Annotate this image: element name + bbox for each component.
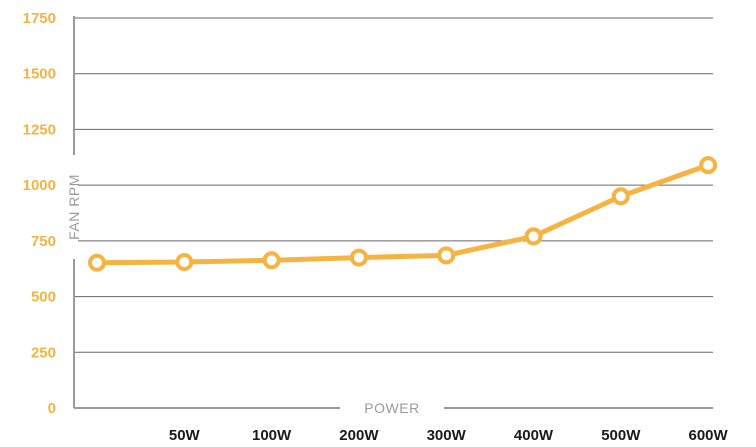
x-tick-label-100W: 100W (252, 427, 292, 444)
y-tick-label-250: 250 (31, 344, 56, 361)
data-point-4 (437, 246, 456, 265)
y-tick-label-500: 500 (31, 289, 56, 306)
y-tick-label-750: 750 (31, 233, 56, 250)
series-line-0 (94, 162, 711, 266)
x-tick-label-200W: 200W (339, 427, 379, 444)
x-tick-label-300W: 300W (427, 427, 467, 444)
y-axis-label: FAN RPM (66, 174, 82, 240)
grid-lines (74, 17, 713, 353)
data-series (88, 156, 718, 272)
data-point-1 (175, 253, 194, 272)
axes (73, 16, 713, 409)
data-point-5 (524, 227, 543, 246)
y-tick-label-1250: 1250 (23, 121, 56, 138)
x-tick-label-500W: 500W (601, 427, 641, 444)
data-point-2 (262, 251, 281, 270)
y-tick-label-1000: 1000 (23, 177, 56, 194)
y-tick-labels: 0 250 500 750 1000 1250 1500 1750 (23, 10, 56, 417)
x-axis-label-background (340, 404, 444, 412)
x-tick-label-400W: 400W (514, 427, 554, 444)
data-point-3 (349, 248, 368, 267)
data-point-7 (699, 156, 718, 175)
data-point-6 (611, 187, 630, 206)
y-tick-label-0: 0 (48, 400, 56, 417)
y-axis-label-background (70, 155, 78, 259)
x-tick-label-600W: 600W (689, 427, 729, 444)
y-tick-label-1500: 1500 (23, 66, 56, 83)
x-axis-label: POWER (364, 400, 419, 416)
x-tick-labels: 50W 100W 200W 300W 400W 500W 600W (169, 427, 729, 444)
data-point-0 (88, 253, 106, 272)
x-tick-label-50W: 50W (169, 427, 201, 444)
y-tick-label-1750: 1750 (23, 10, 56, 27)
